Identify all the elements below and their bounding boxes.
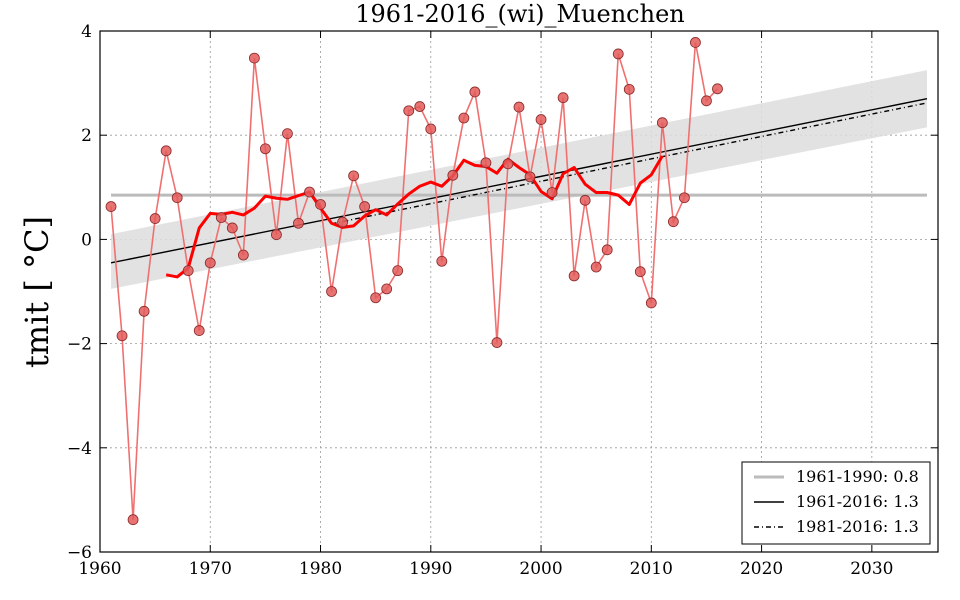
x-tick-label: 2000 [519,559,562,579]
observation-point [315,199,326,210]
observations-line [110,42,719,520]
observation-point [160,145,172,157]
observation-point [612,48,624,60]
observation-point [359,201,371,212]
observation-point [458,112,470,124]
observation-point [579,194,591,206]
y-tick-label: −6 [67,543,92,563]
series-lines [110,42,928,520]
observation-point [557,92,569,104]
observation-point [590,261,602,273]
y-tick-label: −4 [67,439,92,459]
observation-point [502,158,514,170]
observation-point [634,266,646,278]
observation-point [568,270,580,282]
observation-point [370,292,382,304]
observation-point [480,157,492,169]
observation-point [193,325,205,336]
legend-mean-label: 1961-1990: 0.8 [796,467,919,486]
observation-point [447,169,459,181]
observation-point [436,255,448,267]
x-tick-label: 1960 [78,559,121,579]
observation-point [204,257,216,269]
observation-point [392,265,404,277]
y-tick-label: 4 [81,22,92,42]
observation-point [326,286,337,297]
plot-frame [99,30,939,553]
observation-point [149,213,161,224]
observation-point [656,117,668,129]
observation-point [105,201,117,212]
observation-point [712,83,723,95]
observation-point [271,229,282,241]
observation-point [425,123,437,135]
observation-point [513,101,525,113]
observation-point [348,170,360,182]
observation-point [645,297,657,309]
observation-point [127,514,139,526]
observation-point [282,128,293,140]
axis-ticks: 1960 1970 1980 1990 2000 2010 2020 2030 −6 −4 −2 0 2… [67,22,938,579]
observation-point [248,52,260,64]
observation-point [226,222,238,234]
observation-point [403,105,415,117]
observation-point [237,249,249,261]
legend-trend-label: 1961-2016: 1.3 [796,492,919,511]
confidence-band-area [111,70,927,289]
observation-point [116,330,128,342]
observation-point [182,265,194,277]
x-tick-label: 1980 [299,559,342,579]
x-tick-label: 2020 [740,559,783,579]
x-tick-label: 2010 [630,559,673,579]
x-tick-label: 1970 [189,559,232,579]
observation-point [171,192,183,204]
smoothed-line [165,155,664,279]
trend-1981-2016-line [331,102,928,225]
observation-point [546,187,558,198]
trend-1961-2016-line [110,98,928,264]
observation-markers [105,37,723,526]
y-axis-label: tmit [ °C] [18,216,56,368]
x-tick-label: 1990 [409,559,452,579]
observation-point [293,217,304,229]
y-tick-label: 2 [81,126,92,146]
observation-point [678,192,690,204]
observation-point [701,95,712,107]
observation-point [381,283,393,295]
observation-point [623,83,635,95]
observation-point [138,305,150,317]
legend-trend-dashed-label: 1981-2016: 1.3 [796,517,919,536]
y-tick-label: 0 [81,230,92,250]
confidence-band [111,70,927,289]
observation-point [414,101,426,112]
legend: 1961-1990: 0.8 1961-2016: 1.3 1981-2016:… [741,461,931,545]
observation-point [337,216,348,228]
observation-point [535,114,547,125]
observation-point [259,143,271,155]
observation-point [491,337,503,348]
observation-point [469,86,481,98]
observation-point [601,244,613,256]
observation-point [667,216,679,228]
y-tick-label: −2 [67,335,92,355]
x-tick-label: 2030 [850,559,893,579]
observation-point [690,37,701,48]
observation-point [215,212,227,223]
chart-title: 1961-2016_(wi)_Muenchen [355,0,684,28]
observation-point [304,186,315,198]
observation-point [524,171,536,183]
